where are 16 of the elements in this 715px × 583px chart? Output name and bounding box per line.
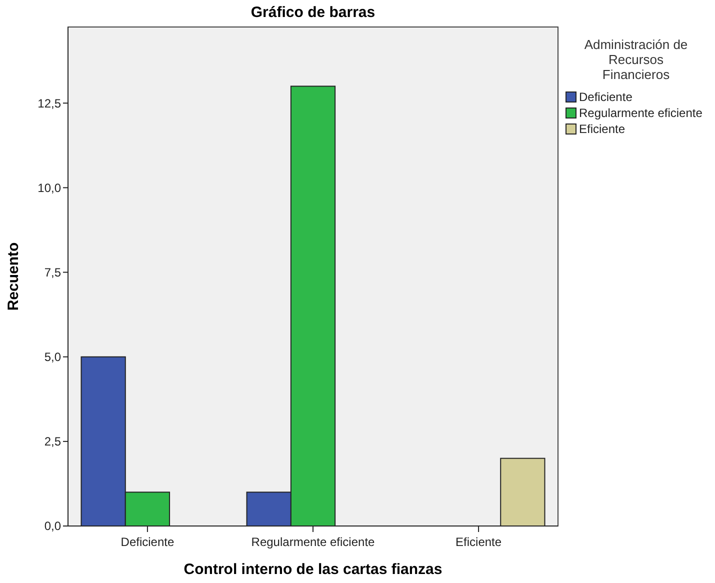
y-tick-label: 2,5 <box>44 434 62 449</box>
y-tick-label: 12,5 <box>38 96 62 110</box>
x-tick-label: Deficiente <box>120 535 174 549</box>
x-tick-label: Regularmente eficiente <box>251 535 376 549</box>
chart-title: Gráfico de barras <box>250 4 376 21</box>
legend-label: Eficiente <box>579 122 626 136</box>
legend-label: Regularmente eficiente <box>579 106 703 120</box>
legend-label: Deficiente <box>579 90 633 104</box>
y-tick-label: 5,0 <box>44 350 62 364</box>
y-tick-label: 10,0 <box>38 180 62 195</box>
y-tick-label: 0,0 <box>44 519 62 534</box>
y-axis-title: Recuento <box>5 242 22 311</box>
y-tick-label: 7,5 <box>44 265 62 280</box>
x-tick-label: Eficiente <box>456 535 502 549</box>
x-axis-title: Control interno de las cartas fianzas <box>184 561 442 578</box>
legend-title: Administración de Recursos Financieros <box>584 37 688 82</box>
